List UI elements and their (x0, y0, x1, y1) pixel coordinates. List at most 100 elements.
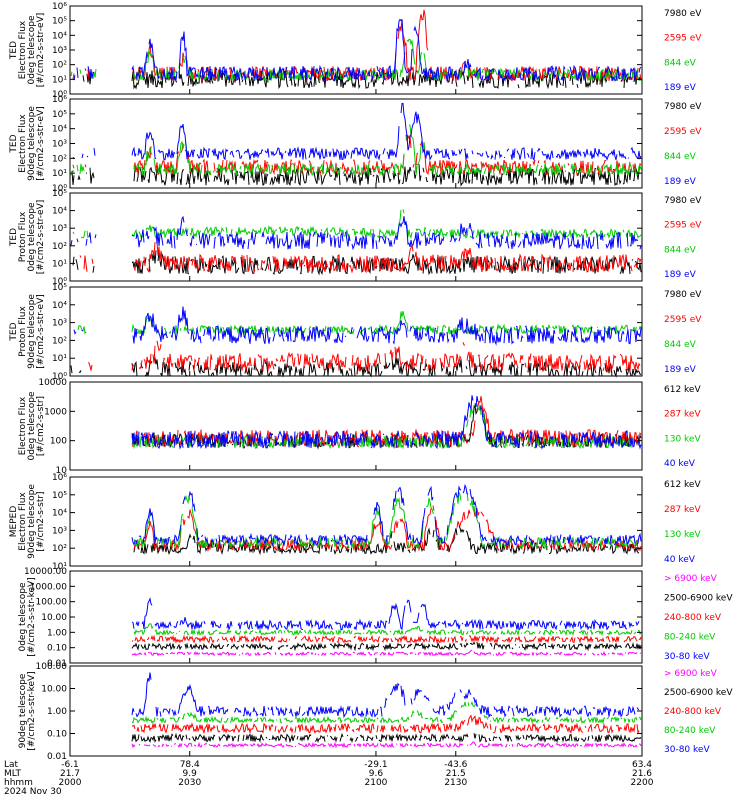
panel-3: 10⁰ 10¹ 10² 10³ 10⁴ 10⁵ TED Proton Flux 0deg tel… (9, 189, 702, 287)
y-axis-label: 0deg telescope (18, 582, 28, 652)
x-tick-label-mlt: 9.6 (369, 769, 384, 779)
legend-entry: 189 eV (664, 83, 697, 93)
x-row-label: Lat (4, 760, 19, 770)
y-axis-label: 0deg telescope (27, 391, 37, 461)
y-axis-label: [#/cm2-s-str-keV] (27, 671, 37, 750)
panel-6: 10¹ 10² 10³ 10⁴ 10⁵ 10⁶ MEPED Electron Flux 90de… (9, 473, 701, 572)
x-tick-label-lat: -43.6 (444, 760, 468, 770)
legend-entry: 240-800 keV (664, 613, 722, 623)
panel-7: 0.01 0.10 1.00 10.00 100.00 1000.00 10000.00 0d… (18, 567, 733, 669)
y-axis-label: Electron Flux (18, 396, 28, 455)
y-tick-label: 10⁵ (52, 283, 67, 293)
series-line-2 (131, 641, 642, 652)
legend-entry: 189 eV (664, 365, 697, 375)
legend-entry: 7980 eV (664, 9, 702, 19)
legend-entry: 2595 eV (664, 315, 702, 325)
y-tick-label: 10³ (52, 526, 67, 536)
x-tick-label-lat: -6.1 (61, 760, 79, 770)
y-tick-label: 10⁰ (52, 277, 67, 287)
panel-8: 0.01 0.10 1.00 10.00 100.00 90deg telescope [#… (18, 662, 733, 762)
y-tick-label: 10² (52, 336, 67, 346)
y-tick-label: 10² (52, 544, 67, 554)
legend-entry: 2595 eV (664, 127, 702, 137)
x-tick-label-hhmm: 2100 (365, 778, 388, 788)
y-tick-label: 10³ (52, 140, 67, 150)
legend-entry: 844 eV (664, 58, 697, 68)
series-line-2 (131, 732, 642, 744)
series-line-4 (131, 701, 642, 725)
y-tick-label: 10⁰ (52, 184, 67, 194)
legend-entry: 30-80 keV (664, 745, 710, 755)
y-tick-label: 10⁶ (52, 473, 67, 483)
y-tick-label: 100.00 (36, 662, 68, 672)
y-tick-label: 10² (52, 154, 67, 164)
y-axis-label: TED (9, 322, 19, 341)
x-row-label: hhmm (4, 778, 33, 788)
y-tick-label: 10³ (52, 319, 67, 329)
y-tick-label: 10⁶ (52, 2, 67, 12)
y-tick-label: 10¹ (52, 259, 67, 269)
y-tick-label: 10⁴ (52, 207, 67, 217)
panel-frame (69, 192, 643, 282)
y-tick-label: 10⁶ (52, 95, 67, 105)
legend-entry: 130 keV (664, 530, 701, 540)
series-line-2 (79, 241, 642, 274)
series-line-5 (132, 673, 641, 717)
x-tick-label-lat: 78.4 (180, 760, 200, 770)
y-tick-label: 1.00 (47, 707, 67, 717)
y-tick-label: 10⁴ (52, 509, 67, 519)
y-axis-label: [#/cm2-s-str-eV] (36, 106, 46, 181)
y-tick-label: 0.01 (47, 659, 67, 669)
panel-frame (69, 286, 643, 377)
y-tick-label: 10.00 (41, 685, 67, 695)
y-axis-label: TED (9, 41, 19, 60)
y-tick-label: 0.10 (47, 730, 67, 740)
y-tick-label: 10³ (52, 224, 67, 234)
legend-entry: 189 eV (664, 270, 697, 280)
series-line-1 (131, 741, 642, 749)
x-row-label: MLT (4, 769, 22, 779)
y-tick-label: 10⁵ (52, 17, 67, 27)
y-tick-label: 1.00 (47, 628, 67, 638)
y-axis-label: 90deg telescope (27, 106, 37, 181)
legend-entry: 2595 eV (664, 221, 702, 231)
y-tick-label: 10⁵ (52, 110, 67, 120)
series-line-4 (133, 623, 642, 637)
series-line-3 (133, 491, 642, 550)
y-tick-label: 10⁵ (52, 491, 67, 501)
y-axis-label: [#/cm2-s-str-eV] (36, 13, 46, 88)
panel-5: 10 100 1000 10000 Electron Flux 0deg telescop… (18, 378, 701, 476)
legend-entry: 30-80 keV (664, 652, 710, 662)
legend-entry: > 6900 keV (664, 574, 718, 584)
legend-entry: 287 keV (664, 505, 701, 515)
legend-entry: 287 keV (664, 410, 701, 420)
y-tick-label: 10⁰ (52, 372, 67, 382)
x-tick-label-mlt: 21.7 (60, 769, 80, 779)
y-tick-label: 0.01 (47, 752, 67, 762)
series-line-4 (70, 215, 642, 251)
x-tick-label-mlt: 9.9 (183, 769, 198, 779)
series-line-5 (132, 599, 641, 630)
y-axis-label: Electron Flux (18, 20, 28, 79)
legend-entry: 40 keV (664, 459, 696, 469)
legend-entry: 240-800 keV (664, 707, 722, 717)
legend-entry: 844 eV (664, 152, 697, 162)
panel-2: 10⁰ 10¹ 10² 10³ 10⁴ 10⁵ 10⁶ TED Electron Flux 90d… (9, 95, 702, 194)
legend-entry: 189 eV (664, 177, 697, 187)
x-tick-label-lat: -29.1 (364, 760, 387, 770)
y-axis-label: TED (9, 228, 19, 247)
y-axis-label: [#/cm2-s-str-eV] (36, 200, 46, 275)
panel-frame (69, 381, 643, 471)
y-axis-label: 0deg telescope (27, 202, 37, 272)
panel-1: 10⁰ 10¹ 10² 10³ 10⁴ 10⁵ 10⁶ TED Electron Flux 0de… (9, 2, 702, 100)
y-tick-label: 10⁵ (52, 189, 67, 199)
y-tick-label: 10¹ (52, 169, 67, 179)
y-tick-label: 10⁴ (52, 31, 67, 41)
y-tick-label: 10³ (52, 46, 67, 56)
y-tick-label: 10² (52, 242, 67, 252)
panel-4: 10⁰ 10¹ 10² 10³ 10⁴ 10⁵ TED Proton Flux 90deg te… (9, 283, 702, 382)
series-line-4 (73, 306, 642, 346)
legend-entry: 844 eV (664, 245, 697, 255)
x-tick-label-hhmm: 2030 (178, 778, 201, 788)
series-line-1 (70, 355, 642, 378)
